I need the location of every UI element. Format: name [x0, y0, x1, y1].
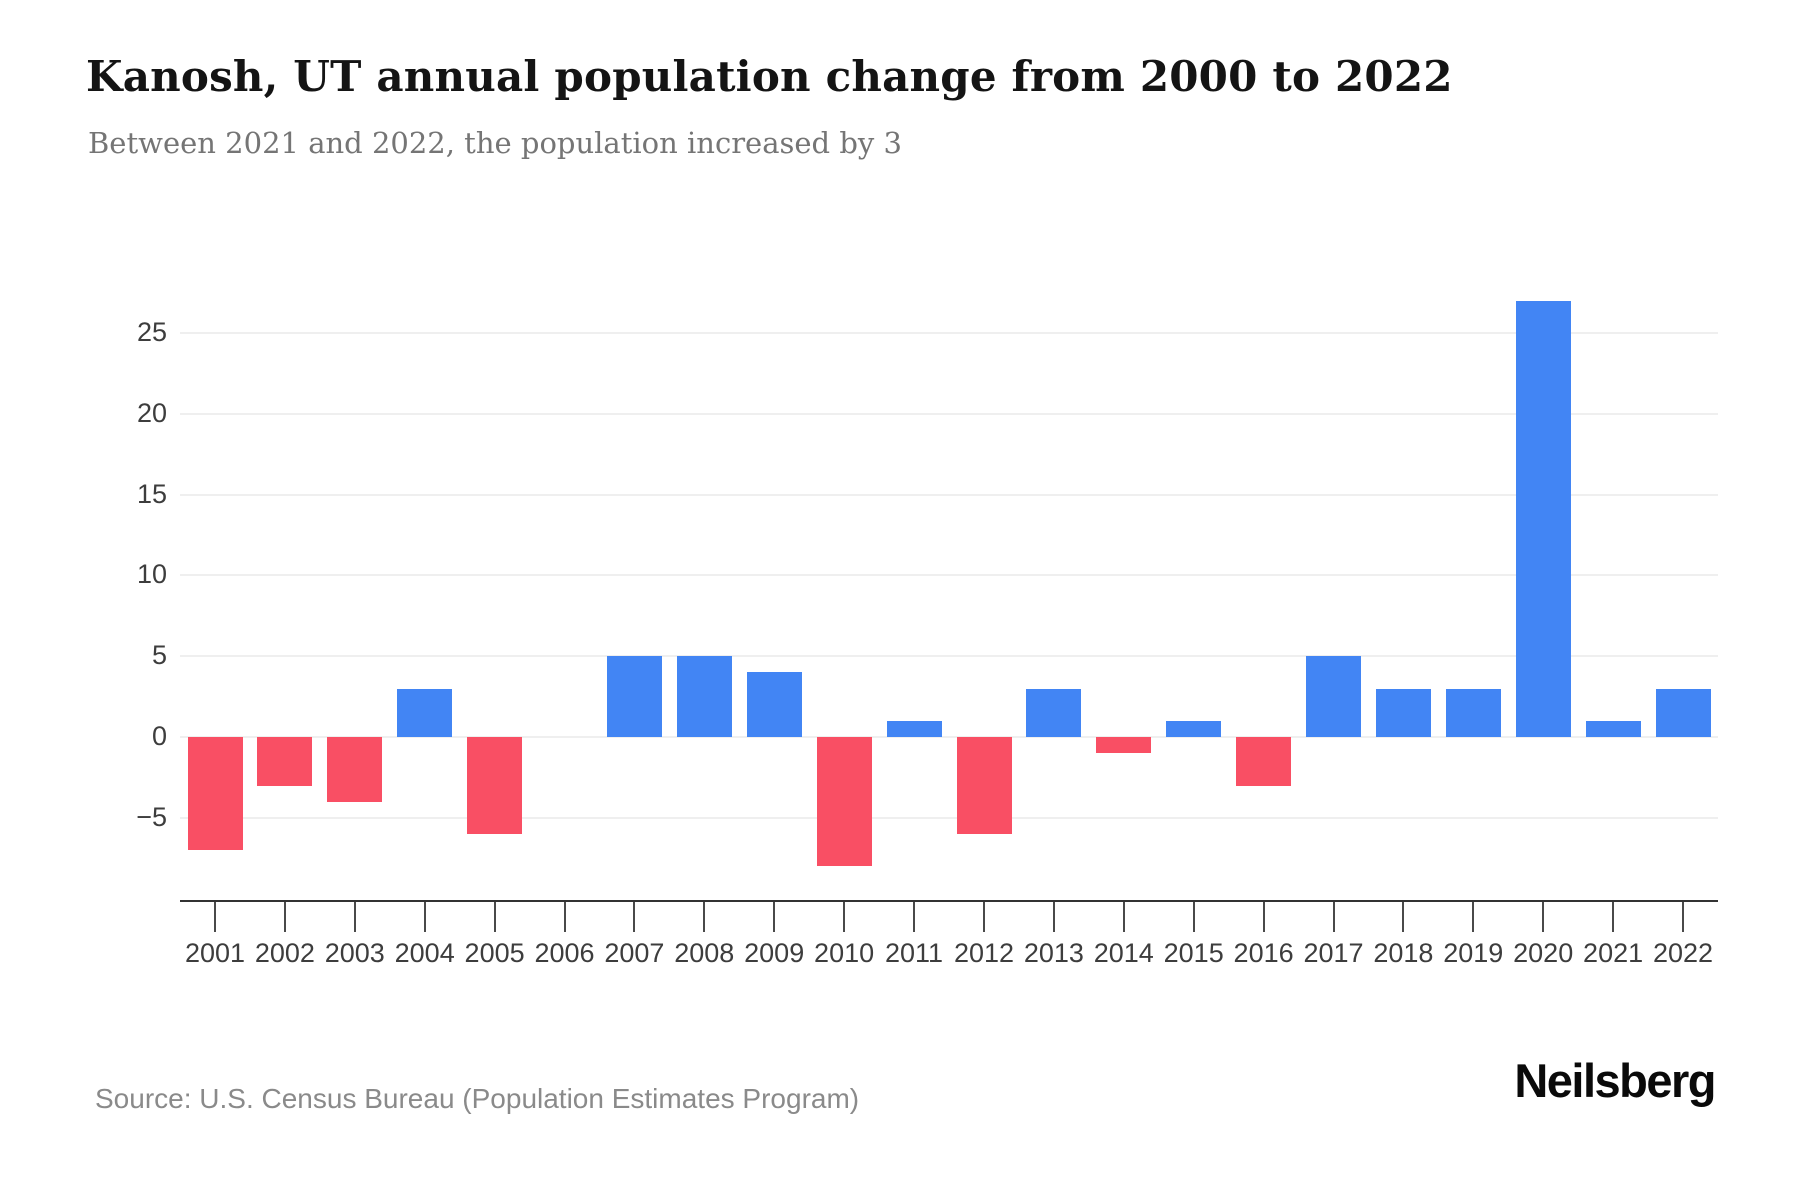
x-tick-2020 — [1542, 902, 1545, 932]
x-tick-label-2018: 2018 — [1373, 938, 1434, 968]
x-tick-label-2006: 2006 — [534, 938, 595, 968]
x-tick-label-2022: 2022 — [1652, 938, 1714, 968]
y-tick-label-10: 10 — [136, 559, 167, 590]
y-tick-label-15: 15 — [136, 478, 167, 509]
x-tick-2019 — [1472, 902, 1475, 932]
x-tick-label-2005: 2005 — [464, 938, 525, 968]
bar-2004[interactable] — [397, 688, 453, 737]
bar-2003[interactable] — [327, 737, 383, 802]
gridline-15 — [180, 493, 1718, 496]
source-note: Source: U.S. Census Bureau (Population E… — [95, 1083, 860, 1114]
x-tick-2016 — [1262, 902, 1265, 932]
x-tick-2015 — [1192, 902, 1195, 932]
bar-2017[interactable] — [1306, 656, 1361, 737]
x-tick-2017 — [1332, 902, 1335, 932]
y-tick-label--5: −5 — [136, 801, 167, 832]
x-axis-line — [180, 900, 1718, 902]
x-tick-label-2008: 2008 — [674, 938, 735, 968]
chart-subtitle: Between 2021 and 2022, the population in… — [88, 126, 902, 160]
x-tick-label-2019: 2019 — [1443, 938, 1504, 968]
bar-2019[interactable] — [1445, 688, 1501, 737]
x-tick-label-2017: 2017 — [1303, 938, 1364, 968]
x-tick-label-2003: 2003 — [324, 938, 385, 968]
bar-2013[interactable] — [1026, 688, 1082, 737]
gridline-5 — [180, 655, 1718, 658]
x-tick-2005 — [493, 902, 496, 932]
x-tick-label-2007: 2007 — [604, 938, 665, 968]
x-tick-2002 — [283, 902, 286, 932]
x-tick-label-2001: 2001 — [184, 938, 246, 968]
chart-title: Kanosh, UT annual population change from… — [86, 52, 1453, 101]
bar-2005[interactable] — [467, 737, 523, 834]
bar-2007[interactable] — [606, 656, 662, 737]
bar-2018[interactable] — [1375, 688, 1431, 737]
bar-2009[interactable] — [746, 672, 802, 737]
x-tick-2010 — [843, 902, 846, 932]
y-tick-label-25: 25 — [136, 317, 167, 347]
gridline--5 — [180, 816, 1718, 819]
x-tick-label-2021: 2021 — [1583, 938, 1644, 968]
x-tick-2012 — [983, 902, 985, 932]
bar-2022[interactable] — [1655, 688, 1711, 737]
x-tick-2007 — [633, 902, 636, 932]
x-tick-label-2015: 2015 — [1163, 938, 1224, 968]
bar-2010[interactable] — [816, 737, 872, 867]
x-tick-label-2013: 2013 — [1023, 938, 1084, 968]
y-tick-label-0: 0 — [151, 721, 167, 751]
x-tick-2022 — [1682, 902, 1684, 932]
gridline-20 — [180, 412, 1718, 415]
x-tick-2018 — [1402, 902, 1405, 932]
bar-2016[interactable] — [1236, 737, 1292, 786]
x-tick-2003 — [353, 902, 356, 932]
x-tick-label-2009: 2009 — [744, 938, 805, 968]
x-tick-label-2004: 2004 — [394, 938, 455, 968]
bar-2008[interactable] — [676, 656, 732, 737]
gridline-0 — [180, 736, 1718, 738]
bar-2002[interactable] — [257, 737, 313, 786]
bar-2020[interactable] — [1515, 300, 1571, 737]
x-tick-2009 — [773, 902, 776, 932]
y-tick-label-20: 20 — [136, 397, 167, 428]
bar-2015[interactable] — [1166, 720, 1222, 737]
bar-2001[interactable] — [187, 737, 243, 851]
x-tick-2008 — [703, 902, 706, 932]
neilsberg-logo: Neilsberg — [1514, 1054, 1716, 1107]
x-tick-2011 — [913, 902, 915, 932]
gridline-25 — [180, 332, 1718, 334]
x-tick-label-2010: 2010 — [814, 938, 875, 968]
x-tick-label-2012: 2012 — [953, 938, 1015, 968]
x-tick-label-2016: 2016 — [1233, 938, 1294, 968]
y-tick-label-5: 5 — [151, 640, 167, 671]
x-tick-2014 — [1122, 902, 1125, 932]
x-tick-label-2020: 2020 — [1513, 938, 1574, 968]
bar-2011[interactable] — [886, 720, 942, 737]
x-tick-2001 — [214, 902, 216, 932]
x-tick-2004 — [423, 902, 426, 932]
x-tick-2006 — [563, 902, 566, 932]
x-tick-label-2014: 2014 — [1093, 938, 1154, 968]
x-tick-label-2002: 2002 — [254, 938, 315, 968]
bar-2012[interactable] — [956, 737, 1012, 834]
x-tick-2021 — [1612, 902, 1615, 932]
gridline-10 — [180, 574, 1718, 577]
x-tick-2013 — [1052, 902, 1055, 932]
x-tick-label-2011: 2011 — [884, 938, 944, 968]
bar-2014[interactable] — [1096, 737, 1152, 754]
bar-2021[interactable] — [1585, 720, 1641, 737]
